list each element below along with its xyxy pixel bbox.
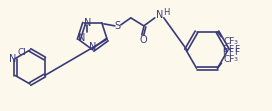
Text: F: F [222,48,228,57]
Text: H: H [163,8,169,17]
Text: N: N [78,33,85,43]
Text: N: N [9,54,16,63]
Text: F: F [234,48,240,57]
Text: S: S [115,21,121,31]
Text: O: O [139,35,147,45]
Text: N: N [89,42,97,52]
Text: F: F [222,45,228,54]
Text: Cl: Cl [18,48,26,56]
Text: F: F [228,48,234,57]
Text: N: N [85,18,92,28]
Text: 3: 3 [233,57,237,62]
Text: F: F [228,45,234,54]
Text: CF: CF [224,37,235,46]
Text: N: N [156,10,163,20]
Text: CF: CF [224,55,235,64]
Text: F: F [234,45,240,54]
Text: 3: 3 [233,40,237,45]
